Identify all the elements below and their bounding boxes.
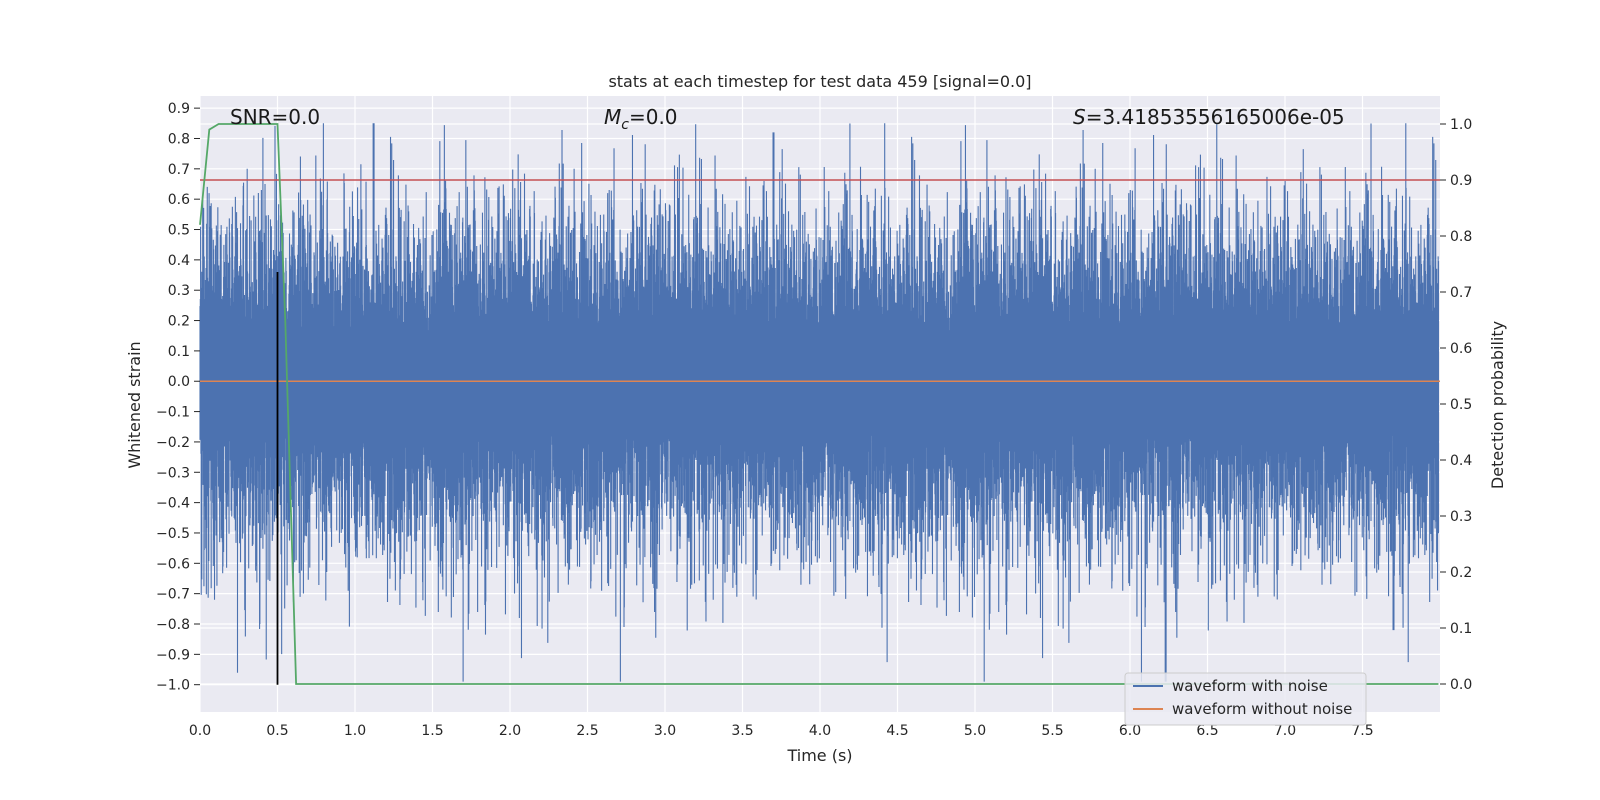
y-tick-label: −0.6 — [156, 556, 190, 572]
mc-annotation: Mc=0.0 — [604, 105, 678, 133]
s-symbol: S — [1073, 105, 1086, 129]
s-value: =3.41853556165006e-05 — [1086, 105, 1345, 129]
x-tick-label: 3.5 — [731, 723, 753, 739]
y-tick-label: −0.1 — [156, 405, 190, 421]
y-tick-label: 0.7 — [168, 162, 190, 178]
y-tick-label: 0.5 — [168, 223, 190, 239]
x-tick-label: 3.0 — [654, 723, 676, 739]
y2-tick-label: 0.4 — [1450, 453, 1472, 469]
x-tick-label: 4.0 — [809, 723, 831, 739]
x-tick-label: 5.0 — [964, 723, 986, 739]
y2-tick-label: 1.0 — [1450, 117, 1472, 133]
x-tick-label: 1.5 — [421, 723, 443, 739]
x-tick-label: 7.0 — [1274, 723, 1296, 739]
y2-tick-label: 0.9 — [1450, 173, 1472, 189]
y2-tick-label: 0.8 — [1450, 229, 1472, 245]
y-tick-label: 0.4 — [168, 253, 190, 269]
y2-axis-label: Detection probability — [1488, 321, 1507, 489]
y2-tick-label: 0.2 — [1450, 565, 1472, 581]
y-tick-label: 0.8 — [168, 131, 190, 147]
y2-tick-label: 0.5 — [1450, 397, 1472, 413]
mc-subscript: c — [621, 117, 629, 133]
x-tick-label: 2.5 — [576, 723, 598, 739]
x-tick-label: 4.5 — [886, 723, 908, 739]
y-tick-label: 0.1 — [168, 344, 190, 360]
y-tick-label: 0.3 — [168, 283, 190, 299]
chart-title: stats at each timestep for test data 459… — [608, 72, 1031, 91]
x-tick-label: 0.5 — [266, 723, 288, 739]
mc-symbol: M — [604, 105, 621, 129]
x-tick-label: 1.0 — [344, 723, 366, 739]
x-axis-label: Time (s) — [786, 746, 852, 765]
waveform-with-noise-line — [199, 123, 1439, 682]
x-tick-label: 2.0 — [499, 723, 521, 739]
x-tick-label: 5.5 — [1041, 723, 1063, 739]
y-tick-label: −0.5 — [156, 526, 190, 542]
lines-layer — [199, 123, 1440, 685]
legend-label-without-noise: waveform without noise — [1172, 700, 1352, 718]
y-tick-label: −0.7 — [156, 587, 190, 603]
y-tick-label: −1.0 — [156, 678, 190, 694]
y2-tick-label: 0.6 — [1450, 341, 1472, 357]
waveform-with-noise-series — [199, 123, 1439, 682]
x-tick-label: 7.5 — [1351, 723, 1373, 739]
s-annotation: S=3.41853556165006e-05 — [1073, 105, 1345, 129]
y-tick-label: 0.9 — [168, 101, 190, 117]
y-tick-label: −0.3 — [156, 465, 190, 481]
x-tick-label: 6.0 — [1119, 723, 1141, 739]
y2-tick-label: 0.0 — [1450, 677, 1472, 693]
y-tick-label: −0.4 — [156, 496, 190, 512]
ticks-layer: 0.0 0.5 1.0 1.5 2.0 2.5 3.0 3.5 4.0 4.5 5.0 5.5 6.0 6… — [156, 101, 1472, 739]
y-tick-label: 0.6 — [168, 192, 190, 208]
y-tick-label: −0.9 — [156, 647, 190, 663]
y-tick-label: −0.8 — [156, 617, 190, 633]
y-tick-label: −0.2 — [156, 435, 190, 451]
y2-tick-label: 0.3 — [1450, 509, 1472, 525]
legend-box — [1124, 672, 1367, 726]
x-tick-label: 0.0 — [189, 723, 211, 739]
legend-label-with-noise: waveform with noise — [1172, 677, 1328, 695]
detection-probability-line — [199, 123, 1439, 685]
legend: waveform with noise waveform without noi… — [1124, 672, 1367, 726]
y2-tick-label: 0.1 — [1450, 621, 1472, 637]
y-tick-label: 0.2 — [168, 314, 190, 330]
x-tick-label: 6.5 — [1196, 723, 1218, 739]
y-tick-label: 0.0 — [168, 374, 190, 390]
snr-annotation: SNR=0.0 — [230, 105, 320, 129]
mc-value: =0.0 — [629, 105, 678, 129]
y-axis-label: Whitened strain — [125, 341, 144, 468]
y2-tick-label: 0.7 — [1450, 285, 1472, 301]
